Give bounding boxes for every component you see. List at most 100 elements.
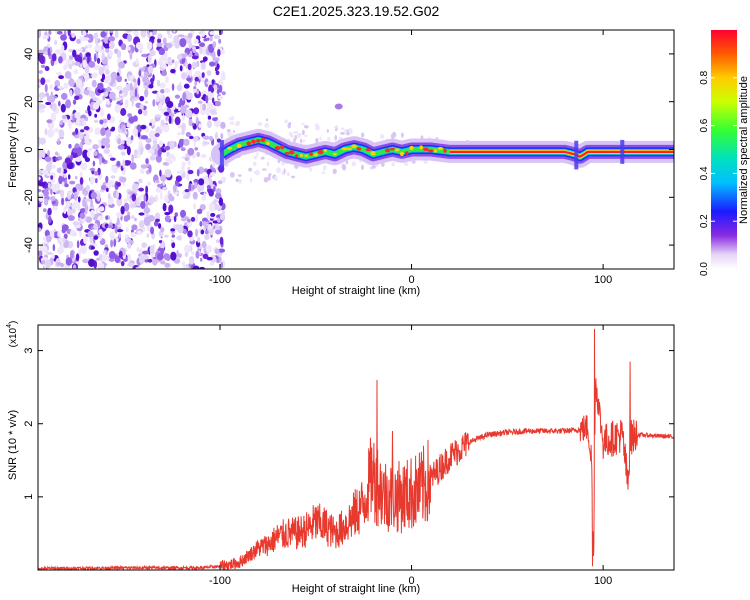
noise-speckle [60, 44, 65, 53]
noise-speckle [145, 158, 149, 164]
noise-speckle [73, 111, 81, 119]
colorbar-tick-label: 0.8 [699, 70, 710, 84]
halo-speckle [257, 122, 263, 126]
halo-speckle [315, 125, 320, 131]
noise-speckle [98, 229, 103, 235]
noise-speckle [107, 74, 112, 84]
noise-speckle [79, 47, 83, 52]
noise-speckle [201, 72, 205, 78]
noise-speckle [73, 69, 78, 75]
noise-speckle [183, 228, 187, 235]
noise-speckle [217, 49, 221, 57]
noise-speckle [183, 83, 190, 89]
noise-speckle [203, 38, 208, 42]
noise-speckle [84, 109, 88, 114]
noise-speckle [150, 226, 155, 235]
noise-speckle [67, 174, 71, 180]
noise-speckle [138, 187, 144, 192]
noise-speckle [187, 169, 194, 175]
noise-speckle [201, 196, 206, 201]
noise-speckle [168, 33, 173, 39]
noise-speckle [171, 241, 176, 249]
halo-speckle [303, 124, 309, 129]
noise-speckle [100, 184, 107, 191]
noise-speckle [54, 151, 59, 156]
noise-speckle [147, 258, 153, 263]
noise-speckle [54, 49, 62, 55]
halo-speckle [291, 175, 295, 179]
noise-speckle [207, 37, 210, 41]
noise-speckle [142, 109, 148, 117]
noise-speckle [216, 88, 220, 95]
noise-speckle [105, 215, 109, 220]
noise-speckle [126, 137, 131, 147]
noise-speckle [162, 181, 166, 186]
halo-speckle [264, 122, 269, 128]
noise-speckle [125, 227, 129, 233]
noise-speckle [135, 197, 139, 205]
noise-speckle [191, 251, 195, 256]
noise-speckle [147, 54, 152, 64]
noise-speckle [99, 156, 102, 166]
noise-speckle [166, 30, 171, 35]
noise-speckle [38, 227, 42, 232]
noise-speckle [93, 235, 99, 240]
noise-speckle [188, 255, 195, 265]
noise-speckle [59, 120, 63, 126]
noise-speckle [80, 30, 84, 36]
ridge-hotspot [370, 151, 376, 156]
noise-speckle [155, 154, 162, 163]
noise-speckle [45, 101, 52, 106]
noise-speckle [131, 215, 135, 219]
noise-speckle [148, 84, 154, 89]
noise-speckle [214, 66, 218, 72]
halo-speckle [309, 167, 312, 172]
noise-speckle [202, 90, 207, 95]
noise-speckle [140, 30, 147, 38]
noise-speckle [141, 242, 147, 249]
noise-speckle [176, 84, 183, 92]
noise-speckle [39, 55, 45, 65]
noise-speckle [63, 82, 69, 89]
noise-speckle [170, 228, 176, 232]
noise-speckle [160, 174, 167, 182]
noise-speckle [73, 191, 78, 201]
colorbar-gradient [711, 30, 737, 269]
noise-speckle [152, 143, 158, 150]
ridge-hotspot [255, 139, 261, 143]
noise-speckle [83, 126, 90, 131]
ridge-hotspot [404, 151, 409, 155]
noise-speckle [131, 154, 134, 163]
noise-speckle [178, 106, 181, 112]
noise-speckle [72, 131, 76, 136]
noise-speckle [43, 189, 49, 197]
noise-speckle [79, 133, 83, 141]
noise-speckle [38, 137, 41, 147]
ridge-hotspot [409, 145, 414, 150]
noise-speckle-layer [38, 30, 475, 269]
noise-speckle [198, 76, 202, 80]
noise-speckle [52, 205, 59, 211]
noise-speckle [143, 85, 148, 89]
noise-speckle [187, 32, 193, 39]
noise-speckle [135, 266, 143, 269]
halo-speckle [319, 136, 322, 141]
noise-speckle [89, 167, 96, 171]
noise-speckle [105, 100, 111, 105]
noise-speckle [194, 76, 199, 82]
noise-speckle [96, 57, 101, 64]
halo-speckle [221, 177, 226, 184]
snr-xtick-label: 0 [408, 575, 414, 587]
halo-speckle [248, 167, 253, 172]
noise-speckle [147, 65, 154, 74]
noise-speckle [63, 206, 67, 214]
noise-speckle [152, 74, 155, 82]
halo-speckle [392, 131, 397, 138]
noise-speckle [196, 208, 203, 215]
noise-speckle [74, 61, 81, 66]
noise-speckle [111, 184, 115, 188]
noise-speckle [161, 149, 167, 153]
noise-speckle [72, 113, 75, 123]
noise-speckle [192, 185, 195, 190]
noise-speckle [175, 175, 182, 182]
